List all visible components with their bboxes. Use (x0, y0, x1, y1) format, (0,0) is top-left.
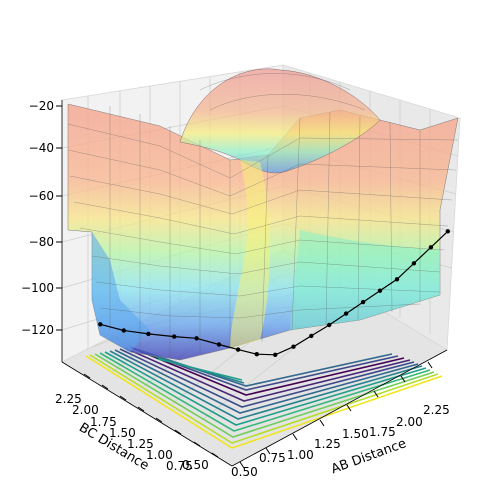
y-tick-label: 2.00 (72, 403, 99, 417)
z-tick-label: −40 (29, 141, 54, 155)
trajectory-point (360, 299, 366, 305)
surface-saddle-valley (230, 160, 270, 348)
surface-mesh (67, 73, 459, 358)
trajectory-point (411, 261, 417, 266)
trajectory-point (273, 352, 278, 357)
x-tick-label: 1.25 (314, 437, 341, 451)
energy-surface (67, 68, 459, 361)
y-tick-label: 1.00 (146, 448, 173, 462)
trajectory-point (194, 336, 199, 341)
x-tick-label: 2.25 (423, 403, 450, 417)
x-tick-label: 1.00 (287, 448, 314, 462)
y-tick-label: 0.75 (166, 459, 193, 473)
z-axis-ticks: −120 −100 −80 −60 −40 −20 (21, 99, 62, 337)
trajectory-point (327, 322, 332, 328)
trajectory-point (394, 277, 400, 282)
z-tick-label: −120 (21, 323, 54, 337)
surface-wall-left (92, 232, 150, 352)
x-axis-line (231, 349, 448, 467)
x-tick-label: 1.75 (369, 425, 396, 439)
y-axis-line (61, 361, 233, 467)
trajectory-point (216, 342, 222, 347)
trajectory-point (343, 311, 349, 316)
x-tick-label: 1.50 (342, 427, 369, 441)
y-tick-label: 2.25 (55, 392, 82, 406)
trajectory-point (235, 347, 241, 352)
trajectory-point (98, 322, 103, 327)
z-tick-label: −80 (29, 235, 54, 249)
trajectory-point (254, 352, 259, 357)
y-tick-label: 1.75 (90, 415, 117, 429)
trajectory-point (445, 229, 450, 234)
trajectory-point (377, 288, 383, 293)
x-tick-label: 0.50 (231, 465, 258, 479)
z-tick-label: −20 (29, 99, 54, 113)
floor-contours (85, 346, 443, 449)
z-tick-label: −60 (29, 189, 54, 203)
y-tick-label: 1.25 (127, 437, 154, 451)
x-axis-label: AB Distance (329, 436, 408, 477)
y-tick-label: 1.50 (109, 426, 136, 440)
trajectory-point (309, 333, 314, 339)
z-tick-label: −100 (21, 281, 54, 295)
x-tick-label: 0.75 (259, 451, 286, 465)
x-tick-label: 2.00 (396, 415, 423, 429)
trajectory-point (146, 331, 151, 337)
trajectory-point (172, 334, 177, 339)
trajectory-point (291, 344, 296, 349)
axis-lines (61, 100, 448, 467)
reaction-trajectory (98, 229, 450, 357)
trajectory-point (428, 245, 434, 250)
trajectory-point (121, 328, 127, 333)
y-tick-label: 0.50 (182, 458, 209, 472)
